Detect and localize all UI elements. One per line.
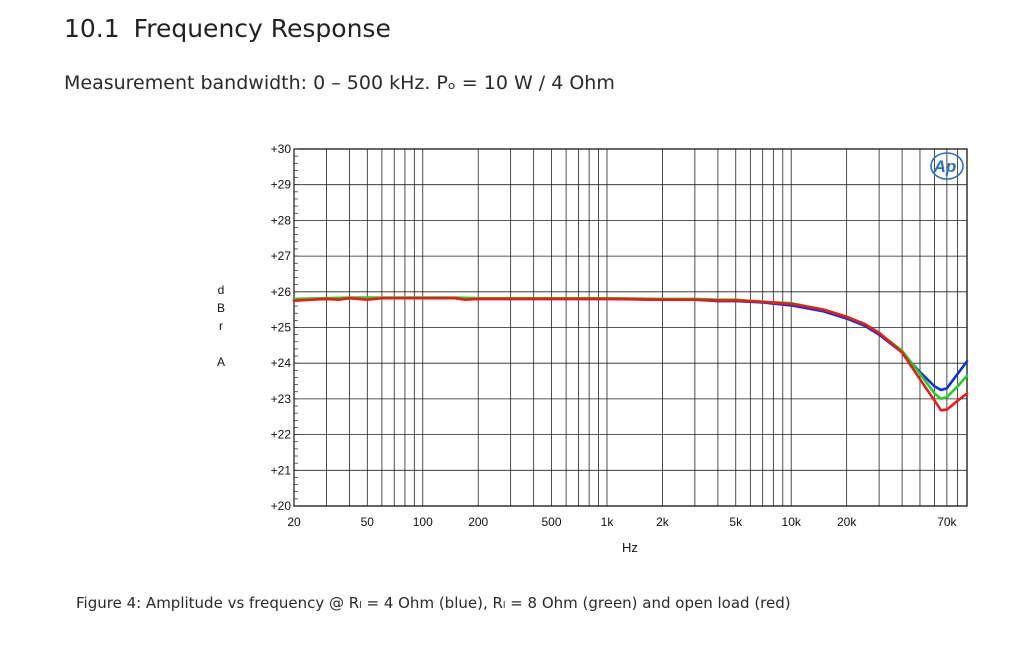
x-tick-label: 5k (729, 515, 743, 529)
y-tick-label: +24 (271, 356, 292, 370)
x-tick-label: 20 (287, 515, 301, 529)
section-number: 10.1 (64, 14, 120, 43)
x-tick-label: 100 (413, 515, 433, 529)
section-heading: 10.1 Frequency Response (64, 14, 391, 43)
x-tick-label: 2k (656, 515, 670, 529)
y-tick-label: +25 (271, 321, 292, 335)
y-axis-label-char: A (217, 355, 225, 369)
series-line-3 (292, 296, 969, 412)
x-tick-label: 1k (601, 515, 615, 529)
y-tick-label: +27 (271, 249, 292, 263)
series-lines (292, 296, 969, 412)
y-tick-label: +23 (271, 392, 292, 406)
x-tick-label: 200 (468, 515, 488, 529)
y-tick-label: +21 (271, 463, 292, 477)
y-tick-labels: +30 +29 +28 +27 +26 +25 +24 +23 +22 +21 +20 (271, 142, 292, 513)
x-axis-label: Hz (622, 540, 638, 555)
y-tick-label: +30 (271, 142, 292, 156)
x-tick-labels: 20 50 100 200 500 1k 2k 5k 10k 20k 70k (287, 515, 957, 529)
y-tick-label: +22 (271, 428, 292, 442)
y-axis-label: dBr A (217, 283, 225, 369)
y-axis-label-char: B (217, 301, 225, 315)
x-tick-label: 20k (837, 515, 857, 529)
y-axis-label-char: r (219, 319, 223, 333)
figure-caption: Figure 4: Amplitude vs frequency @ Rₗ = … (76, 594, 791, 612)
measurement-subtitle: Measurement bandwidth: 0 – 500 kHz. Pₒ =… (64, 72, 615, 94)
y-tick-label: +29 (271, 178, 292, 192)
x-tick-label: 10k (782, 515, 802, 529)
y-tick-label: +26 (271, 285, 292, 299)
ap-logo-icon: Ap (930, 152, 964, 180)
y-tick-label: +28 (271, 213, 292, 227)
x-tick-label: 70k (937, 515, 957, 529)
y-tick-label: +20 (271, 499, 292, 513)
x-tick-label: 50 (361, 515, 375, 529)
ap-logo-text: Ap (933, 157, 957, 176)
y-axis-label-char: d (218, 283, 225, 297)
x-tick-label: 500 (542, 515, 562, 529)
section-title: Frequency Response (133, 14, 391, 43)
